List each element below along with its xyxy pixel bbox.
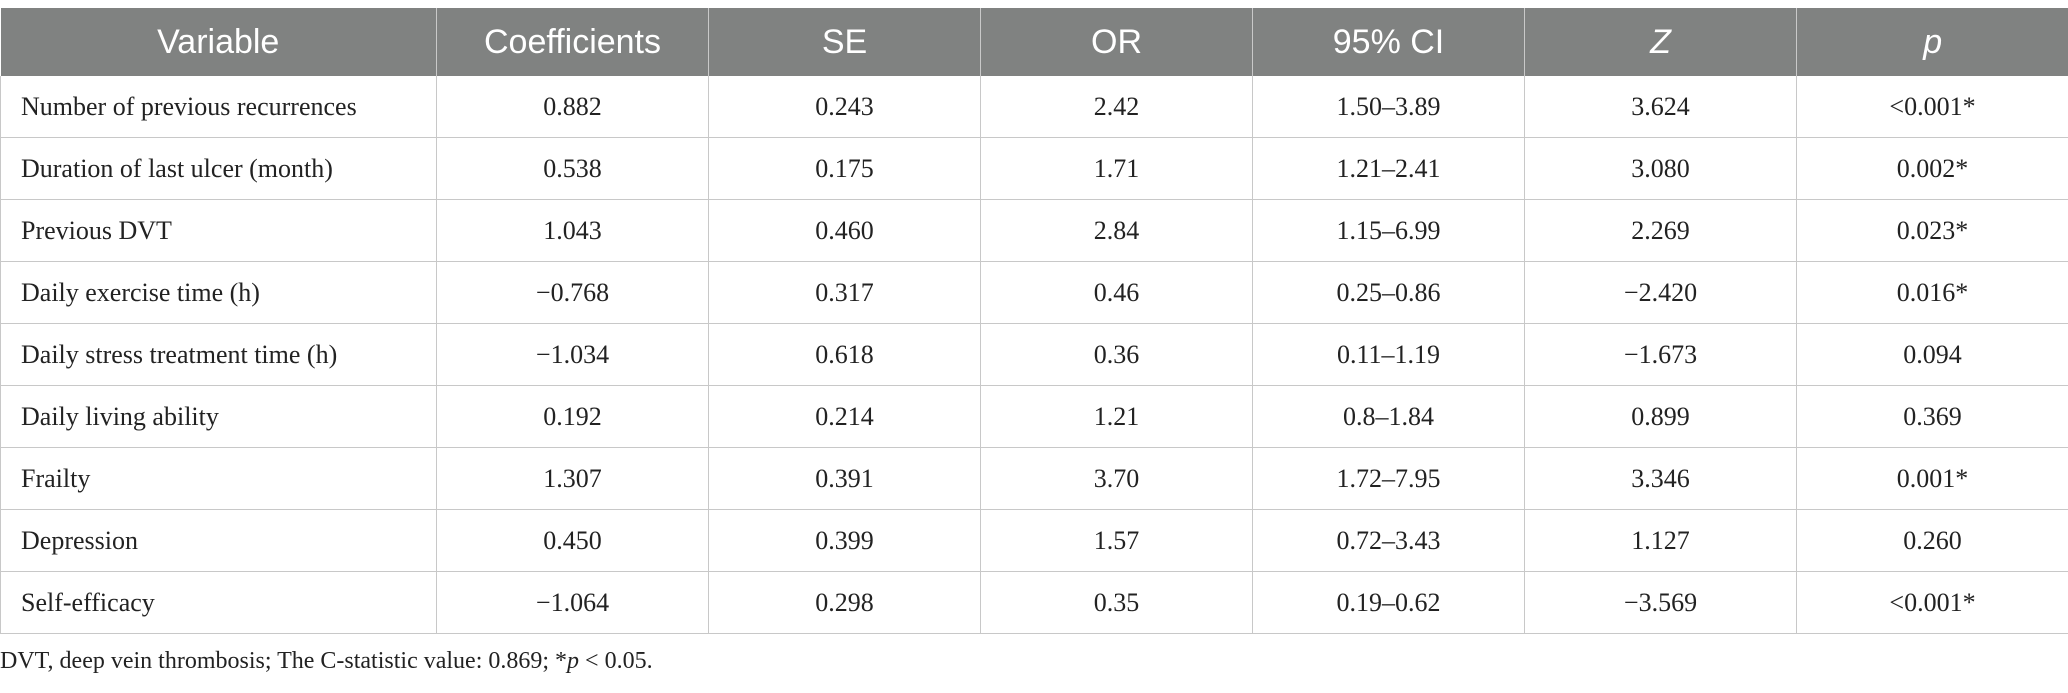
table-row: Number of previous recurrences 0.882 0.243… — [0, 76, 2068, 138]
variable-cell: Frailty — [0, 447, 437, 510]
column-header: Variable — [0, 8, 437, 76]
column-header: Coefficients — [436, 8, 709, 76]
value-cell: 0.369 — [1796, 385, 2068, 448]
column-header: SE — [708, 8, 981, 76]
value-cell: 0.214 — [708, 385, 981, 448]
column-header: Z — [1524, 8, 1797, 76]
value-cell: 3.080 — [1524, 137, 1797, 200]
value-cell: 0.192 — [436, 385, 709, 448]
value-cell: 0.243 — [708, 76, 981, 138]
column-header: p — [1796, 8, 2068, 76]
value-cell: 1.307 — [436, 447, 709, 510]
value-cell: 1.043 — [436, 199, 709, 262]
column-header: OR — [980, 8, 1253, 76]
value-cell: 1.50–3.89 — [1252, 76, 1525, 138]
table-row: Daily living ability 0.192 0.214 1.21 0.8–1.… — [0, 385, 2068, 448]
footnote-text: DVT, deep vein thrombosis; The C-statist… — [0, 648, 568, 674]
value-cell: 0.450 — [436, 509, 709, 572]
value-cell: 0.298 — [708, 571, 981, 634]
table-body: Number of previous recurrences 0.882 0.243… — [0, 76, 2068, 634]
value-cell: 2.42 — [980, 76, 1253, 138]
value-cell: 0.35 — [980, 571, 1253, 634]
value-cell: 3.346 — [1524, 447, 1797, 510]
value-cell: 0.317 — [708, 261, 981, 324]
value-cell: 0.094 — [1796, 323, 2068, 386]
table-row: Depression 0.450 0.399 1.57 0.72–3.43 1.127 0.… — [0, 509, 2068, 572]
value-cell: 0.882 — [436, 76, 709, 138]
value-cell: 1.57 — [980, 509, 1253, 572]
value-cell: 0.002* — [1796, 137, 2068, 200]
value-cell: <0.001* — [1796, 571, 2068, 634]
value-cell: 1.127 — [1524, 509, 1797, 572]
table-row: Self-efficacy −1.064 0.298 0.35 0.19–0.62 −3.… — [0, 571, 2068, 634]
variable-cell: Daily exercise time (h) — [0, 261, 437, 324]
value-cell: 0.260 — [1796, 509, 2068, 572]
value-cell: −2.420 — [1524, 261, 1797, 324]
table-row: Daily exercise time (h) −0.768 0.317 0.46 0.… — [0, 261, 2068, 324]
variable-cell: Previous DVT — [0, 199, 437, 262]
table-row: Duration of last ulcer (month) 0.538 0.175… — [0, 137, 2068, 200]
variable-cell: Number of previous recurrences — [0, 76, 437, 138]
value-cell: 0.36 — [980, 323, 1253, 386]
table-row: Daily stress treatment time (h) −1.034 0.6… — [0, 323, 2068, 386]
column-header: 95% CI — [1252, 8, 1525, 76]
value-cell: 0.72–3.43 — [1252, 509, 1525, 572]
value-cell: 2.269 — [1524, 199, 1797, 262]
variable-cell: Self-efficacy — [0, 571, 437, 634]
value-cell: −1.034 — [436, 323, 709, 386]
value-cell: 0.25–0.86 — [1252, 261, 1525, 324]
value-cell: 0.023* — [1796, 199, 2068, 262]
variable-cell: Daily stress treatment time (h) — [0, 323, 437, 386]
table-row: Frailty 1.307 0.391 3.70 1.72–7.95 3.346 0.001… — [0, 447, 2068, 510]
footnote-threshold: < 0.05. — [579, 648, 653, 674]
value-cell: −0.768 — [436, 261, 709, 324]
value-cell: 1.21–2.41 — [1252, 137, 1525, 200]
value-cell: 3.624 — [1524, 76, 1797, 138]
value-cell: 1.15–6.99 — [1252, 199, 1525, 262]
value-cell: −1.673 — [1524, 323, 1797, 386]
table-row: Previous DVT 1.043 0.460 2.84 1.15–6.99 2.269… — [0, 199, 2068, 262]
value-cell: 3.70 — [980, 447, 1253, 510]
variable-cell: Depression — [0, 509, 437, 572]
variable-cell: Daily living ability — [0, 385, 437, 448]
value-cell: 0.46 — [980, 261, 1253, 324]
value-cell: 1.72–7.95 — [1252, 447, 1525, 510]
value-cell: 2.84 — [980, 199, 1253, 262]
value-cell: 0.399 — [708, 509, 981, 572]
value-cell: 0.460 — [708, 199, 981, 262]
value-cell: 0.538 — [436, 137, 709, 200]
value-cell: 0.19–0.62 — [1252, 571, 1525, 634]
value-cell: 0.899 — [1524, 385, 1797, 448]
footnote-p-symbol: p — [567, 648, 580, 674]
value-cell: 0.016* — [1796, 261, 2068, 324]
value-cell: −3.569 — [1524, 571, 1797, 634]
value-cell: 0.8–1.84 — [1252, 385, 1525, 448]
value-cell: 1.21 — [980, 385, 1253, 448]
value-cell: 0.175 — [708, 137, 981, 200]
value-cell: 1.71 — [980, 137, 1253, 200]
value-cell: 0.11–1.19 — [1252, 323, 1525, 386]
value-cell: <0.001* — [1796, 76, 2068, 138]
variable-cell: Duration of last ulcer (month) — [0, 137, 437, 200]
value-cell: 0.001* — [1796, 447, 2068, 510]
value-cell: 0.391 — [708, 447, 981, 510]
value-cell: −1.064 — [436, 571, 709, 634]
value-cell: 0.618 — [708, 323, 981, 386]
table-footnote: DVT, deep vein thrombosis; The C-statist… — [0, 648, 653, 675]
